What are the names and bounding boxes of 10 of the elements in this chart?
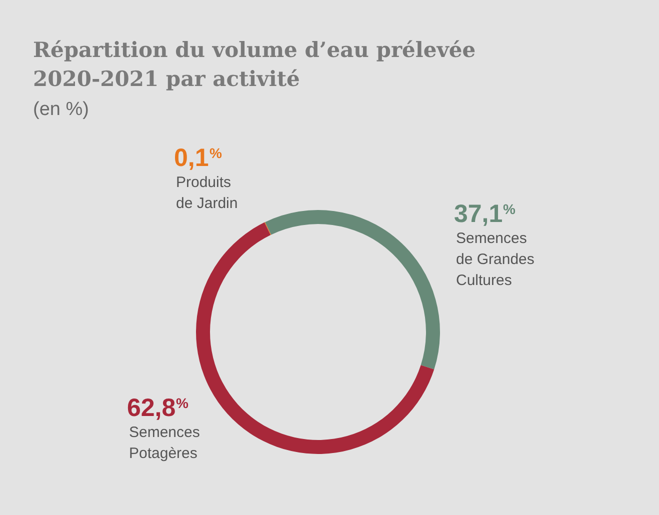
data-label: 0,1% <box>174 144 222 172</box>
donut-slice <box>264 222 272 235</box>
slice-label: Semences Potagères <box>129 424 200 462</box>
data-label: 37,1% <box>454 200 516 228</box>
chart-title: Répartition du volume d’eau prélevée 2020-2021 par activité <box>33 37 476 91</box>
chart-subtitle: (en %) <box>33 99 89 120</box>
donut-slice <box>265 210 440 370</box>
data-label: 62,8% <box>127 394 189 422</box>
slice-label: Semences de Grandes Cultures <box>456 230 534 289</box>
slice-label: Produits de Jardin <box>176 174 238 212</box>
